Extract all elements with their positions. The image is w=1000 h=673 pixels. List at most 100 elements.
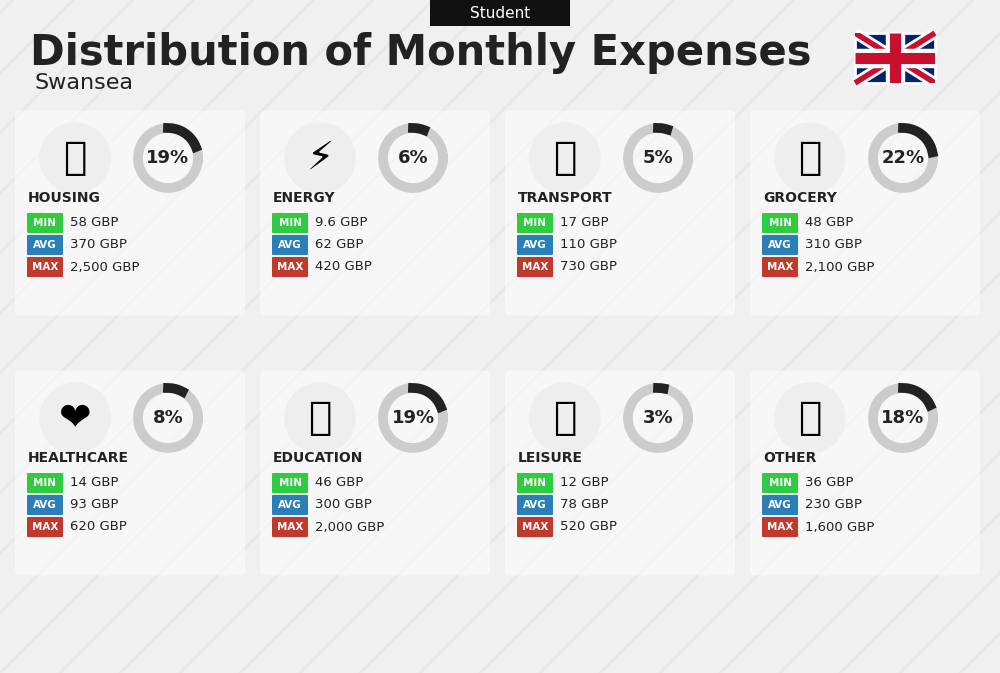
Text: 730 GBP: 730 GBP [560, 260, 617, 273]
FancyBboxPatch shape [750, 371, 980, 575]
Text: 62 GBP: 62 GBP [315, 238, 364, 252]
Text: MAX: MAX [277, 522, 303, 532]
Text: 36 GBP: 36 GBP [805, 476, 854, 489]
Circle shape [775, 123, 845, 193]
FancyBboxPatch shape [272, 235, 308, 255]
Text: MIN: MIN [34, 478, 56, 488]
Text: 2,000 GBP: 2,000 GBP [315, 520, 384, 534]
Text: MAX: MAX [522, 522, 548, 532]
Text: MIN: MIN [768, 218, 792, 228]
FancyBboxPatch shape [517, 517, 553, 537]
FancyBboxPatch shape [260, 110, 490, 316]
Text: AVG: AVG [278, 240, 302, 250]
Text: Student: Student [470, 5, 530, 20]
Text: MIN: MIN [524, 218, 546, 228]
Text: MIN: MIN [524, 478, 546, 488]
Text: 3%: 3% [643, 409, 673, 427]
Text: AVG: AVG [278, 500, 302, 510]
Text: OTHER: OTHER [763, 451, 816, 465]
Text: 9.6 GBP: 9.6 GBP [315, 217, 368, 229]
FancyBboxPatch shape [517, 473, 553, 493]
FancyBboxPatch shape [27, 495, 63, 515]
Text: ❤: ❤ [59, 399, 91, 437]
Text: ⚡: ⚡ [306, 139, 334, 177]
FancyBboxPatch shape [517, 213, 553, 233]
Text: 370 GBP: 370 GBP [70, 238, 127, 252]
Text: 🏢: 🏢 [63, 139, 87, 177]
Text: 🛒: 🛒 [798, 139, 822, 177]
FancyBboxPatch shape [27, 517, 63, 537]
Text: 5%: 5% [643, 149, 673, 167]
Circle shape [40, 123, 110, 193]
Text: MIN: MIN [278, 478, 302, 488]
FancyBboxPatch shape [27, 257, 63, 277]
Text: 2,500 GBP: 2,500 GBP [70, 260, 140, 273]
Circle shape [40, 383, 110, 453]
Text: 230 GBP: 230 GBP [805, 499, 862, 511]
FancyBboxPatch shape [505, 371, 735, 575]
Text: 19%: 19% [391, 409, 435, 427]
Text: 110 GBP: 110 GBP [560, 238, 617, 252]
FancyBboxPatch shape [855, 33, 935, 83]
FancyBboxPatch shape [762, 257, 798, 277]
Text: MIN: MIN [278, 218, 302, 228]
Text: 🚌: 🚌 [553, 139, 577, 177]
Circle shape [285, 383, 355, 453]
FancyBboxPatch shape [260, 371, 490, 575]
FancyBboxPatch shape [272, 495, 308, 515]
Text: 17 GBP: 17 GBP [560, 217, 609, 229]
Circle shape [530, 383, 600, 453]
Text: Distribution of Monthly Expenses: Distribution of Monthly Expenses [30, 32, 812, 74]
Text: MAX: MAX [32, 522, 58, 532]
FancyBboxPatch shape [272, 213, 308, 233]
FancyBboxPatch shape [517, 257, 553, 277]
FancyBboxPatch shape [15, 110, 245, 316]
Text: MIN: MIN [34, 218, 56, 228]
FancyBboxPatch shape [27, 235, 63, 255]
Text: 78 GBP: 78 GBP [560, 499, 608, 511]
Text: HEALTHCARE: HEALTHCARE [28, 451, 129, 465]
FancyBboxPatch shape [27, 473, 63, 493]
Text: MAX: MAX [277, 262, 303, 272]
Text: 520 GBP: 520 GBP [560, 520, 617, 534]
Text: 6%: 6% [398, 149, 428, 167]
FancyBboxPatch shape [517, 235, 553, 255]
Text: AVG: AVG [523, 240, 547, 250]
Text: AVG: AVG [768, 500, 792, 510]
Text: ENERGY: ENERGY [273, 191, 336, 205]
FancyBboxPatch shape [27, 213, 63, 233]
Circle shape [530, 123, 600, 193]
FancyBboxPatch shape [762, 517, 798, 537]
FancyBboxPatch shape [272, 473, 308, 493]
FancyBboxPatch shape [15, 371, 245, 575]
Text: MAX: MAX [522, 262, 548, 272]
FancyBboxPatch shape [272, 517, 308, 537]
FancyBboxPatch shape [762, 473, 798, 493]
Text: AVG: AVG [33, 240, 57, 250]
Text: Swansea: Swansea [35, 73, 134, 93]
FancyBboxPatch shape [762, 235, 798, 255]
FancyBboxPatch shape [517, 495, 553, 515]
FancyBboxPatch shape [430, 0, 570, 26]
FancyBboxPatch shape [750, 110, 980, 316]
Text: 93 GBP: 93 GBP [70, 499, 119, 511]
Text: MAX: MAX [767, 262, 793, 272]
Text: 2,100 GBP: 2,100 GBP [805, 260, 874, 273]
Text: 🎓: 🎓 [308, 399, 332, 437]
Circle shape [285, 123, 355, 193]
Text: 310 GBP: 310 GBP [805, 238, 862, 252]
Text: 46 GBP: 46 GBP [315, 476, 363, 489]
FancyBboxPatch shape [272, 257, 308, 277]
Text: 19%: 19% [146, 149, 190, 167]
Text: 300 GBP: 300 GBP [315, 499, 372, 511]
Text: AVG: AVG [523, 500, 547, 510]
Text: AVG: AVG [33, 500, 57, 510]
Text: EDUCATION: EDUCATION [273, 451, 363, 465]
Text: LEISURE: LEISURE [518, 451, 583, 465]
Text: 420 GBP: 420 GBP [315, 260, 372, 273]
Text: MAX: MAX [767, 522, 793, 532]
Text: 1,600 GBP: 1,600 GBP [805, 520, 874, 534]
Text: 22%: 22% [881, 149, 925, 167]
Text: 58 GBP: 58 GBP [70, 217, 119, 229]
Text: MAX: MAX [32, 262, 58, 272]
